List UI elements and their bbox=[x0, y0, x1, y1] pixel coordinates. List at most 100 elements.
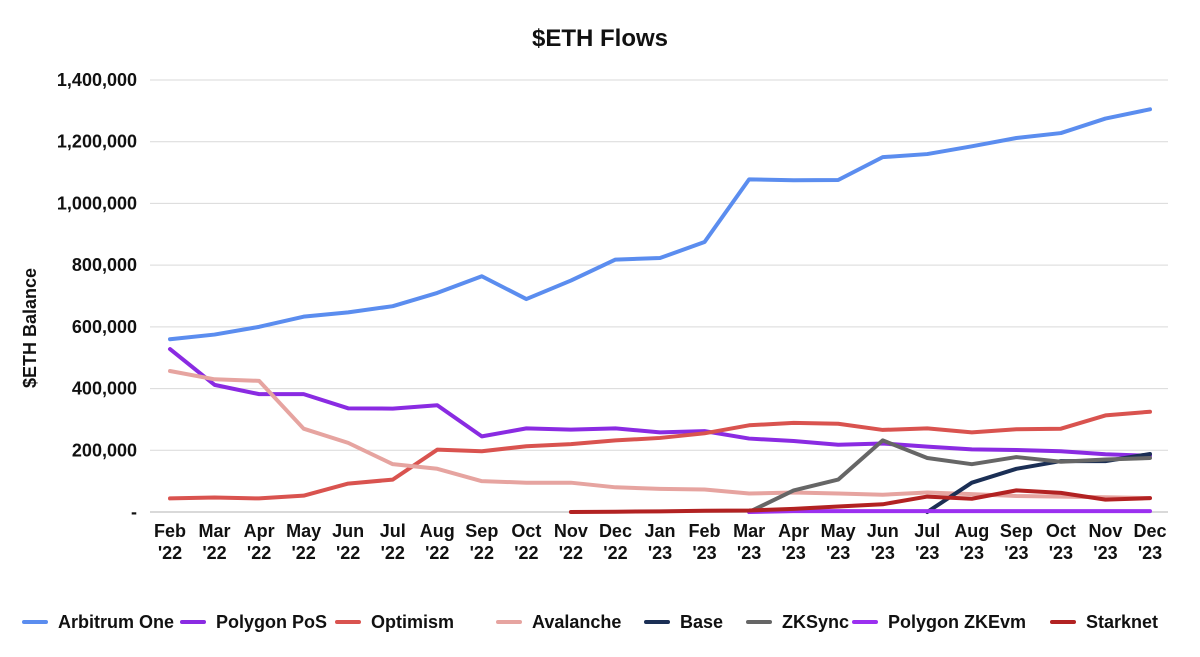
x-tick-label-line: '23 bbox=[648, 543, 672, 563]
x-tick-label-line: '22 bbox=[559, 543, 583, 563]
series-line-polygon-zkevm bbox=[747, 509, 1152, 514]
y-tick-label: 1,400,000 bbox=[57, 70, 137, 90]
x-tick-label-line: Jul bbox=[380, 521, 406, 541]
x-tick-label-line: '22 bbox=[514, 543, 538, 563]
x-tick-label-line: Oct bbox=[1046, 521, 1076, 541]
x-tick-label-line: '22 bbox=[158, 543, 182, 563]
axis-layer: - 200,000 400,000 600,000 800,000 1,000,000 1,… bbox=[57, 70, 1167, 563]
x-tick-label: Sep '23 bbox=[1000, 521, 1033, 563]
x-tick-label-line: '22 bbox=[247, 543, 271, 563]
legend: Arbitrum One Polygon PoS Optimism Avalanche… bbox=[22, 612, 1158, 632]
x-tick-label-line: '22 bbox=[470, 543, 494, 563]
x-tick-label: Jun '23 bbox=[867, 521, 899, 563]
x-tick-label-line: Dec bbox=[599, 521, 632, 541]
legend-label: Polygon ZKEvm bbox=[888, 612, 1026, 632]
legend-item: Base bbox=[644, 612, 723, 632]
x-tick-label: Apr '23 bbox=[778, 521, 809, 563]
x-tick-label-line: Dec bbox=[1133, 521, 1166, 541]
x-tick-label-line: '23 bbox=[1093, 543, 1117, 563]
x-tick-label-line: Jul bbox=[914, 521, 940, 541]
legend-label: Arbitrum One bbox=[58, 612, 174, 632]
x-tick-label-line: Nov bbox=[1088, 521, 1122, 541]
series-line-arbitrum-one bbox=[168, 107, 1152, 342]
x-tick-label: Dec '22 bbox=[599, 521, 632, 563]
x-tick-label: Jul '22 bbox=[380, 521, 406, 563]
x-tick-label: Feb '23 bbox=[689, 521, 721, 563]
series-line-zksync bbox=[747, 438, 1152, 514]
y-tick-label: 600,000 bbox=[72, 317, 137, 337]
x-tick-label-line: '23 bbox=[1049, 543, 1073, 563]
x-tick-label-line: Apr bbox=[778, 521, 809, 541]
x-tick-label-line: Feb bbox=[154, 521, 186, 541]
y-tick-label: 1,200,000 bbox=[57, 132, 137, 152]
y-tick-label: 400,000 bbox=[72, 379, 137, 399]
x-tick-label: Jul '23 bbox=[914, 521, 940, 563]
y-axis-label: $ETH Balance bbox=[20, 268, 40, 388]
x-tick-label-line: Aug bbox=[954, 521, 989, 541]
x-tick-label: Nov '22 bbox=[554, 521, 588, 563]
x-tick-label-line: '23 bbox=[960, 543, 984, 563]
series-layer bbox=[168, 107, 1152, 514]
y-tick-label: - bbox=[131, 502, 137, 522]
x-tick-label: Aug '22 bbox=[420, 521, 455, 563]
x-tick-label: Apr '22 bbox=[244, 521, 275, 563]
legend-label: Starknet bbox=[1086, 612, 1158, 632]
x-tick-label-line: Feb bbox=[689, 521, 721, 541]
x-tick-label-line: Aug bbox=[420, 521, 455, 541]
x-tick-label-line: '22 bbox=[381, 543, 405, 563]
x-tick-label-line: '22 bbox=[603, 543, 627, 563]
x-tick-label-line: '23 bbox=[692, 543, 716, 563]
legend-label: Optimism bbox=[371, 612, 454, 632]
x-tick-label-line: May bbox=[286, 521, 321, 541]
x-tick-label: May '23 bbox=[821, 521, 856, 563]
x-tick-label-line: '23 bbox=[781, 543, 805, 563]
legend-item: Polygon ZKEvm bbox=[852, 612, 1026, 632]
x-tick-label-line: '23 bbox=[826, 543, 850, 563]
legend-item: Starknet bbox=[1050, 612, 1158, 632]
x-tick-label-line: Sep bbox=[465, 521, 498, 541]
grid-layer bbox=[150, 79, 1168, 513]
legend-item: Polygon PoS bbox=[180, 612, 327, 632]
x-tick-label: Mar '22 bbox=[199, 521, 231, 563]
legend-item: Avalanche bbox=[496, 612, 621, 632]
x-tick-label-line: Mar bbox=[733, 521, 765, 541]
x-tick-label: Mar '23 bbox=[733, 521, 765, 563]
x-tick-label-line: '22 bbox=[291, 543, 315, 563]
legend-label: Avalanche bbox=[532, 612, 621, 632]
series-line-starknet bbox=[568, 488, 1152, 514]
x-tick-label: Sep '22 bbox=[465, 521, 498, 563]
legend-item: Optimism bbox=[335, 612, 454, 632]
x-tick-label: Jan '23 bbox=[644, 521, 675, 563]
x-tick-label: May '22 bbox=[286, 521, 321, 563]
x-tick-label-line: '23 bbox=[1138, 543, 1162, 563]
x-tick-label-line: '22 bbox=[336, 543, 360, 563]
x-tick-label-line: Mar bbox=[199, 521, 231, 541]
x-tick-label-line: '22 bbox=[425, 543, 449, 563]
x-tick-label: Oct '23 bbox=[1046, 521, 1076, 563]
x-tick-label-line: '22 bbox=[202, 543, 226, 563]
x-tick-label-line: '23 bbox=[871, 543, 895, 563]
x-tick-label: Feb '22 bbox=[154, 521, 186, 563]
x-tick-label-line: Oct bbox=[511, 521, 541, 541]
x-tick-label-line: Apr bbox=[244, 521, 275, 541]
x-tick-label-line: Jun bbox=[332, 521, 364, 541]
legend-label: Polygon PoS bbox=[216, 612, 327, 632]
x-tick-label-line: Jan bbox=[644, 521, 675, 541]
x-tick-label: Nov '23 bbox=[1088, 521, 1122, 563]
x-tick-label: Aug '23 bbox=[954, 521, 989, 563]
y-tick-label: 800,000 bbox=[72, 255, 137, 275]
legend-label: ZKSync bbox=[782, 612, 849, 632]
x-tick-label-line: '23 bbox=[1004, 543, 1028, 563]
legend-item: ZKSync bbox=[746, 612, 849, 632]
y-tick-label: 200,000 bbox=[72, 440, 137, 460]
y-tick-label: 1,000,000 bbox=[57, 193, 137, 213]
x-tick-label: Jun '22 bbox=[332, 521, 364, 563]
series-line-polygon-pos bbox=[168, 347, 1152, 458]
x-tick-label: Dec '23 bbox=[1133, 521, 1166, 563]
x-tick-label-line: '23 bbox=[737, 543, 761, 563]
x-tick-label-line: Sep bbox=[1000, 521, 1033, 541]
x-tick-label: Oct '22 bbox=[511, 521, 541, 563]
chart-title: $ETH Flows bbox=[532, 25, 668, 52]
